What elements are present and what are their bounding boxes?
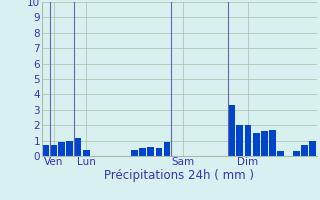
Bar bbox=[293, 151, 300, 156]
Bar bbox=[139, 148, 146, 156]
Bar bbox=[277, 151, 284, 156]
Bar bbox=[236, 125, 243, 156]
Bar bbox=[309, 141, 316, 156]
Bar bbox=[50, 145, 57, 156]
Bar bbox=[75, 138, 82, 156]
Bar bbox=[83, 150, 90, 156]
Bar bbox=[244, 125, 252, 156]
Bar bbox=[148, 147, 154, 156]
Bar bbox=[228, 105, 235, 156]
Bar bbox=[131, 150, 138, 156]
Bar bbox=[261, 131, 268, 156]
Bar bbox=[269, 130, 276, 156]
Bar bbox=[164, 142, 171, 156]
Bar bbox=[253, 133, 260, 156]
Bar bbox=[301, 145, 308, 156]
Bar bbox=[67, 141, 73, 156]
Bar bbox=[42, 145, 49, 156]
X-axis label: Précipitations 24h ( mm ): Précipitations 24h ( mm ) bbox=[104, 169, 254, 182]
Bar bbox=[58, 142, 65, 156]
Bar bbox=[156, 148, 163, 156]
